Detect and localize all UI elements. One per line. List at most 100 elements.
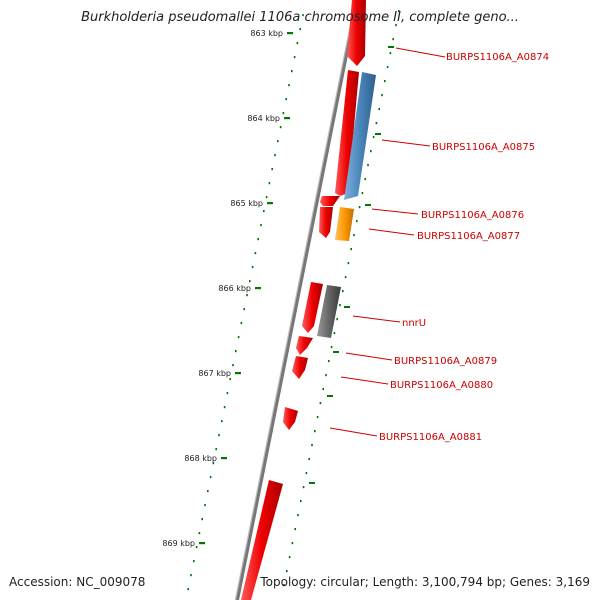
scale-dot [398, 10, 400, 13]
genome-stats-text: Topology: circular; Length: 3,100,794 bp… [260, 575, 590, 589]
scale-dot [232, 364, 234, 367]
gene-nnru[interactable] [317, 285, 341, 338]
scale-dot [249, 280, 251, 283]
scale-dot [297, 514, 299, 517]
scale-dot [296, 42, 299, 45]
chromosome-backbone-highlight [235, 0, 356, 600]
chromosome-backbone [235, 0, 359, 600]
scale-tick [235, 372, 241, 375]
gene-feature-unlabeled[interactable] [347, 0, 366, 66]
gene-label-leader [371, 208, 419, 215]
scale-dot [358, 206, 361, 209]
gene-features [241, 0, 376, 600]
gene-burps1106a-a0875[interactable] [344, 72, 376, 200]
scale-dot [226, 392, 229, 395]
scale-dot [384, 80, 386, 83]
scale-dot [195, 546, 198, 549]
gene-label-burps1106a-a0877[interactable]: BURPS1106A_A0877 [417, 231, 520, 242]
scale-tick [267, 202, 273, 205]
scale-tick-label: 863 kbp [250, 29, 283, 38]
scale-dot [378, 108, 380, 111]
scale-tick-label: 869 kbp [162, 539, 195, 548]
gene-labels: BURPS1106A_A0874 BURPS1106A_A0875 BURPS110… [329, 47, 549, 443]
gene-label-burps1106a-a0880[interactable]: BURPS1106A_A0880 [390, 380, 493, 391]
scale-dot [240, 322, 243, 325]
gene-burps1106a-a0880[interactable] [292, 356, 308, 379]
scale-dot [218, 434, 220, 437]
scale-dot [308, 458, 310, 461]
scale-dot [193, 560, 195, 563]
scale-dot [283, 584, 285, 587]
gene-label-leader [352, 315, 401, 323]
gene-label-leader [345, 352, 393, 361]
scale-dot [305, 472, 308, 475]
scale-dot [212, 462, 215, 465]
gene-burps1106a-a0876[interactable] [320, 196, 340, 206]
gene-burps1106a-a0876-segment[interactable] [319, 207, 333, 238]
accession-text: Accession: NC_009078 [9, 575, 146, 589]
gene-burps1106a-a0874[interactable] [335, 70, 359, 196]
scale-dash [309, 482, 315, 484]
scale-tick-label: 866 kbp [218, 284, 251, 293]
scale-dot [221, 420, 223, 423]
gene-label-burps1106a-a0881[interactable]: BURPS1106A_A0881 [379, 432, 482, 443]
scale-dot [333, 332, 336, 335]
scale-dot [288, 556, 291, 559]
scale-dot [293, 56, 296, 59]
scale-dot [282, 112, 285, 115]
gene-label-leader [395, 47, 446, 58]
gene-burps1106a-a0877[interactable] [335, 207, 354, 241]
gene-feature-unlabeled[interactable] [241, 480, 283, 600]
scale-dot [302, 486, 305, 489]
scale-dot [381, 94, 383, 97]
gene-burps1106a-a0881[interactable] [283, 407, 298, 430]
scale-dot [344, 276, 347, 279]
gene-burps1106a-a0879[interactable] [296, 336, 313, 355]
scale-dot [279, 126, 282, 129]
scale-dot [300, 500, 302, 503]
scale-dot [311, 444, 313, 447]
scale-dot [288, 84, 290, 87]
scale-dot [190, 574, 192, 577]
map-title: Burkholderia pseudomallei 1106a chromoso… [81, 10, 519, 25]
gene-label-burps1106a-a0876[interactable]: BURPS1106A_A0876 [421, 210, 524, 221]
scale-dot [274, 154, 276, 157]
scale-dot [235, 350, 237, 353]
gene-label-burps1106a-a0874[interactable]: BURPS1106A_A0874 [446, 52, 549, 63]
scale-dash [365, 204, 371, 206]
scale-dot [319, 402, 322, 405]
scale-dot [254, 252, 257, 255]
scale-dot [243, 308, 245, 311]
scale-dot [260, 224, 262, 227]
scale-dash [333, 351, 339, 353]
scale-tick-label: 865 kbp [230, 199, 263, 208]
gene-label-leader [329, 427, 378, 437]
scale-dot [271, 168, 273, 171]
scale-dot [246, 294, 248, 297]
gene-label-leader [340, 376, 389, 385]
scale-dot [356, 220, 358, 223]
scale-dot [291, 70, 293, 73]
gene-label-leader [368, 228, 415, 236]
scale-dot [198, 532, 201, 535]
scale-dot [257, 238, 259, 241]
scale-dot [204, 504, 206, 507]
scale-dot [389, 52, 392, 55]
scale-dot [328, 360, 330, 363]
scale-tick-label: 864 kbp [247, 114, 280, 123]
scale-dot [386, 66, 389, 69]
gene-label-burps1106a-a0879[interactable]: BURPS1106A_A0879 [394, 356, 497, 367]
scale-dot [223, 406, 226, 409]
scale-tick [199, 542, 205, 545]
scale-dot [294, 528, 296, 531]
scale-dot [251, 266, 254, 269]
scale-dot [207, 490, 209, 493]
gene-label-nnru[interactable]: nnrU [402, 318, 426, 329]
scale-dot [325, 374, 327, 377]
gene-feature-unlabeled[interactable] [302, 282, 323, 333]
scale-dot [364, 178, 366, 181]
gene-label-burps1106a-a0875[interactable]: BURPS1106A_A0875 [432, 142, 535, 153]
scale-dot [375, 122, 378, 125]
scale-dot [336, 318, 338, 321]
scale-dot [265, 196, 268, 199]
